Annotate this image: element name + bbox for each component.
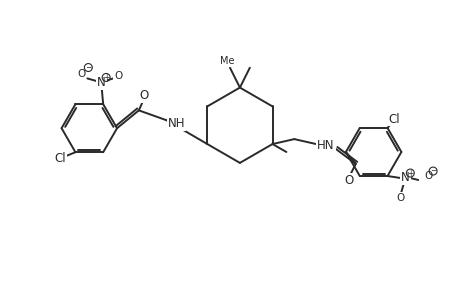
Text: Me: Me [219, 56, 234, 66]
Text: O: O [77, 70, 85, 80]
Text: O: O [395, 193, 403, 203]
Text: O: O [139, 89, 148, 102]
Text: O: O [423, 171, 431, 181]
Text: −: − [429, 167, 435, 176]
Text: +: + [103, 73, 109, 82]
Text: Cl: Cl [388, 112, 399, 125]
Text: HN: HN [317, 139, 334, 152]
Text: O: O [114, 71, 122, 81]
Text: O: O [343, 174, 353, 187]
Text: Cl: Cl [55, 152, 66, 165]
Text: +: + [406, 169, 413, 178]
Text: −: − [85, 63, 91, 72]
Text: N: N [400, 172, 409, 184]
Text: NH: NH [168, 117, 185, 130]
Text: N: N [96, 76, 106, 89]
